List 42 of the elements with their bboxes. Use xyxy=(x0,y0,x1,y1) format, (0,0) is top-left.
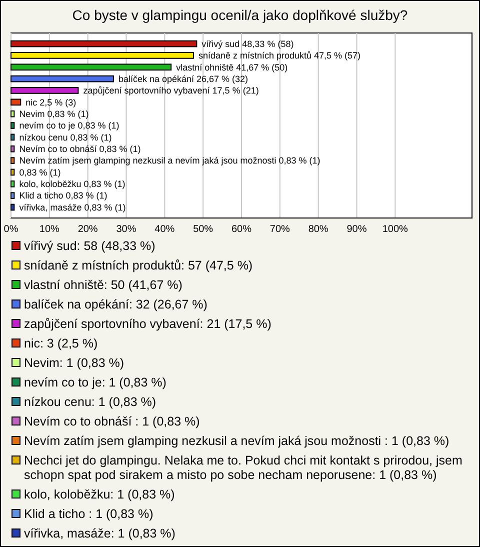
legend-label: snídaně z místních produktů: 57 (47,5 %) xyxy=(24,258,253,272)
data-label: Nevím zatím jsem glamping nezkusil a nevím jaká jsou možnosti 0,83 % (1) xyxy=(19,156,320,166)
legend-label: Nevím co to obnáší : 1 (0,83 %) xyxy=(24,414,200,428)
legend-label: balíček na opékání: 32 (26,67 %) xyxy=(24,298,208,312)
data-label: snídaně z místních produktů 47,5 % (57) xyxy=(198,50,361,61)
data-label: kolo, koloběžku 0,83 % (1) xyxy=(19,179,126,190)
legend-label: kolo, koloběžku: 1 (0,83 %) xyxy=(24,488,175,502)
x-tick-label: 100% xyxy=(382,224,408,235)
x-tick-label: 0% xyxy=(4,224,18,235)
data-label: nevím co to je 0,83 % (1) xyxy=(19,120,120,131)
data-label: Nevim 0,83 % (1) xyxy=(19,108,89,119)
x-tick-label: 20% xyxy=(78,224,98,235)
x-tick-label: 30% xyxy=(116,224,136,235)
legend-label: zapůjčení sportovního vybavení: 21 (17,5 %) xyxy=(24,317,272,331)
data-label: nízkou cenu 0,83 % (1) xyxy=(19,132,112,142)
x-tick-label: 90% xyxy=(346,224,367,235)
legend-label: Nevim: 1 (0,83 %) xyxy=(24,356,124,370)
x-tick-label: 70% xyxy=(270,224,290,235)
data-label: vířivka, masáže 0,83 % (1) xyxy=(19,202,126,212)
data-label: Klid a ticho 0,83 % (1) xyxy=(19,190,108,201)
x-tick-label: 60% xyxy=(231,224,252,235)
data-label: 0,83 % (1) xyxy=(19,167,61,178)
data-label: vířivý sud 48,33 % (58) xyxy=(202,38,294,49)
legend-label: nevím co to je: 1 (0,83 %) xyxy=(24,376,166,390)
legend-label: Klid a ticho : 1 (0,83 %) xyxy=(24,507,154,521)
legend-label: vlastní ohniště: 50 (41,67 %) xyxy=(24,278,182,292)
data-label: nic 2,5 % (3) xyxy=(26,97,76,108)
legend-label: nízkou cenu: 1 (0,83 %) xyxy=(24,395,156,409)
data-label: Nevím co to obnáší 0,83 % (1) xyxy=(19,144,141,154)
x-tick-label: 40% xyxy=(154,224,175,235)
chart-title: Co byste v glampingu ocenil/a jako doplňkové služby? xyxy=(72,7,408,23)
x-tick-label: 10% xyxy=(39,224,60,235)
x-tick-label: 80% xyxy=(308,224,328,235)
legend-label: Nechci jet do glampingu. Nelaka me to. Pokud chci mit kontakt s prirodou, jsem schopn spat pod sirakem a misto po sobe necham neporusene: 1 (0,83 %) xyxy=(24,454,462,482)
data-label: vlastní ohniště 41,67 % (50) xyxy=(176,62,288,72)
legend-label: nic: 3 (2,5 %) xyxy=(24,336,98,350)
legend-label: Nevím zatím jsem glamping nezkusil a nevím jaká jsou možnosti : 1 (0,83 %) xyxy=(24,434,450,448)
x-tick-label: 50% xyxy=(193,224,214,235)
legend-label: vířivka, masáže: 1 (0,83 %) xyxy=(24,526,176,540)
data-label: zapůjčení sportovního vybavení 17,5 % (21) xyxy=(83,86,259,96)
data-label: balíček na opékání 26,67 % (32) xyxy=(118,74,248,84)
legend-label: vířivý sud: 58 (48,33 %) xyxy=(24,239,156,253)
